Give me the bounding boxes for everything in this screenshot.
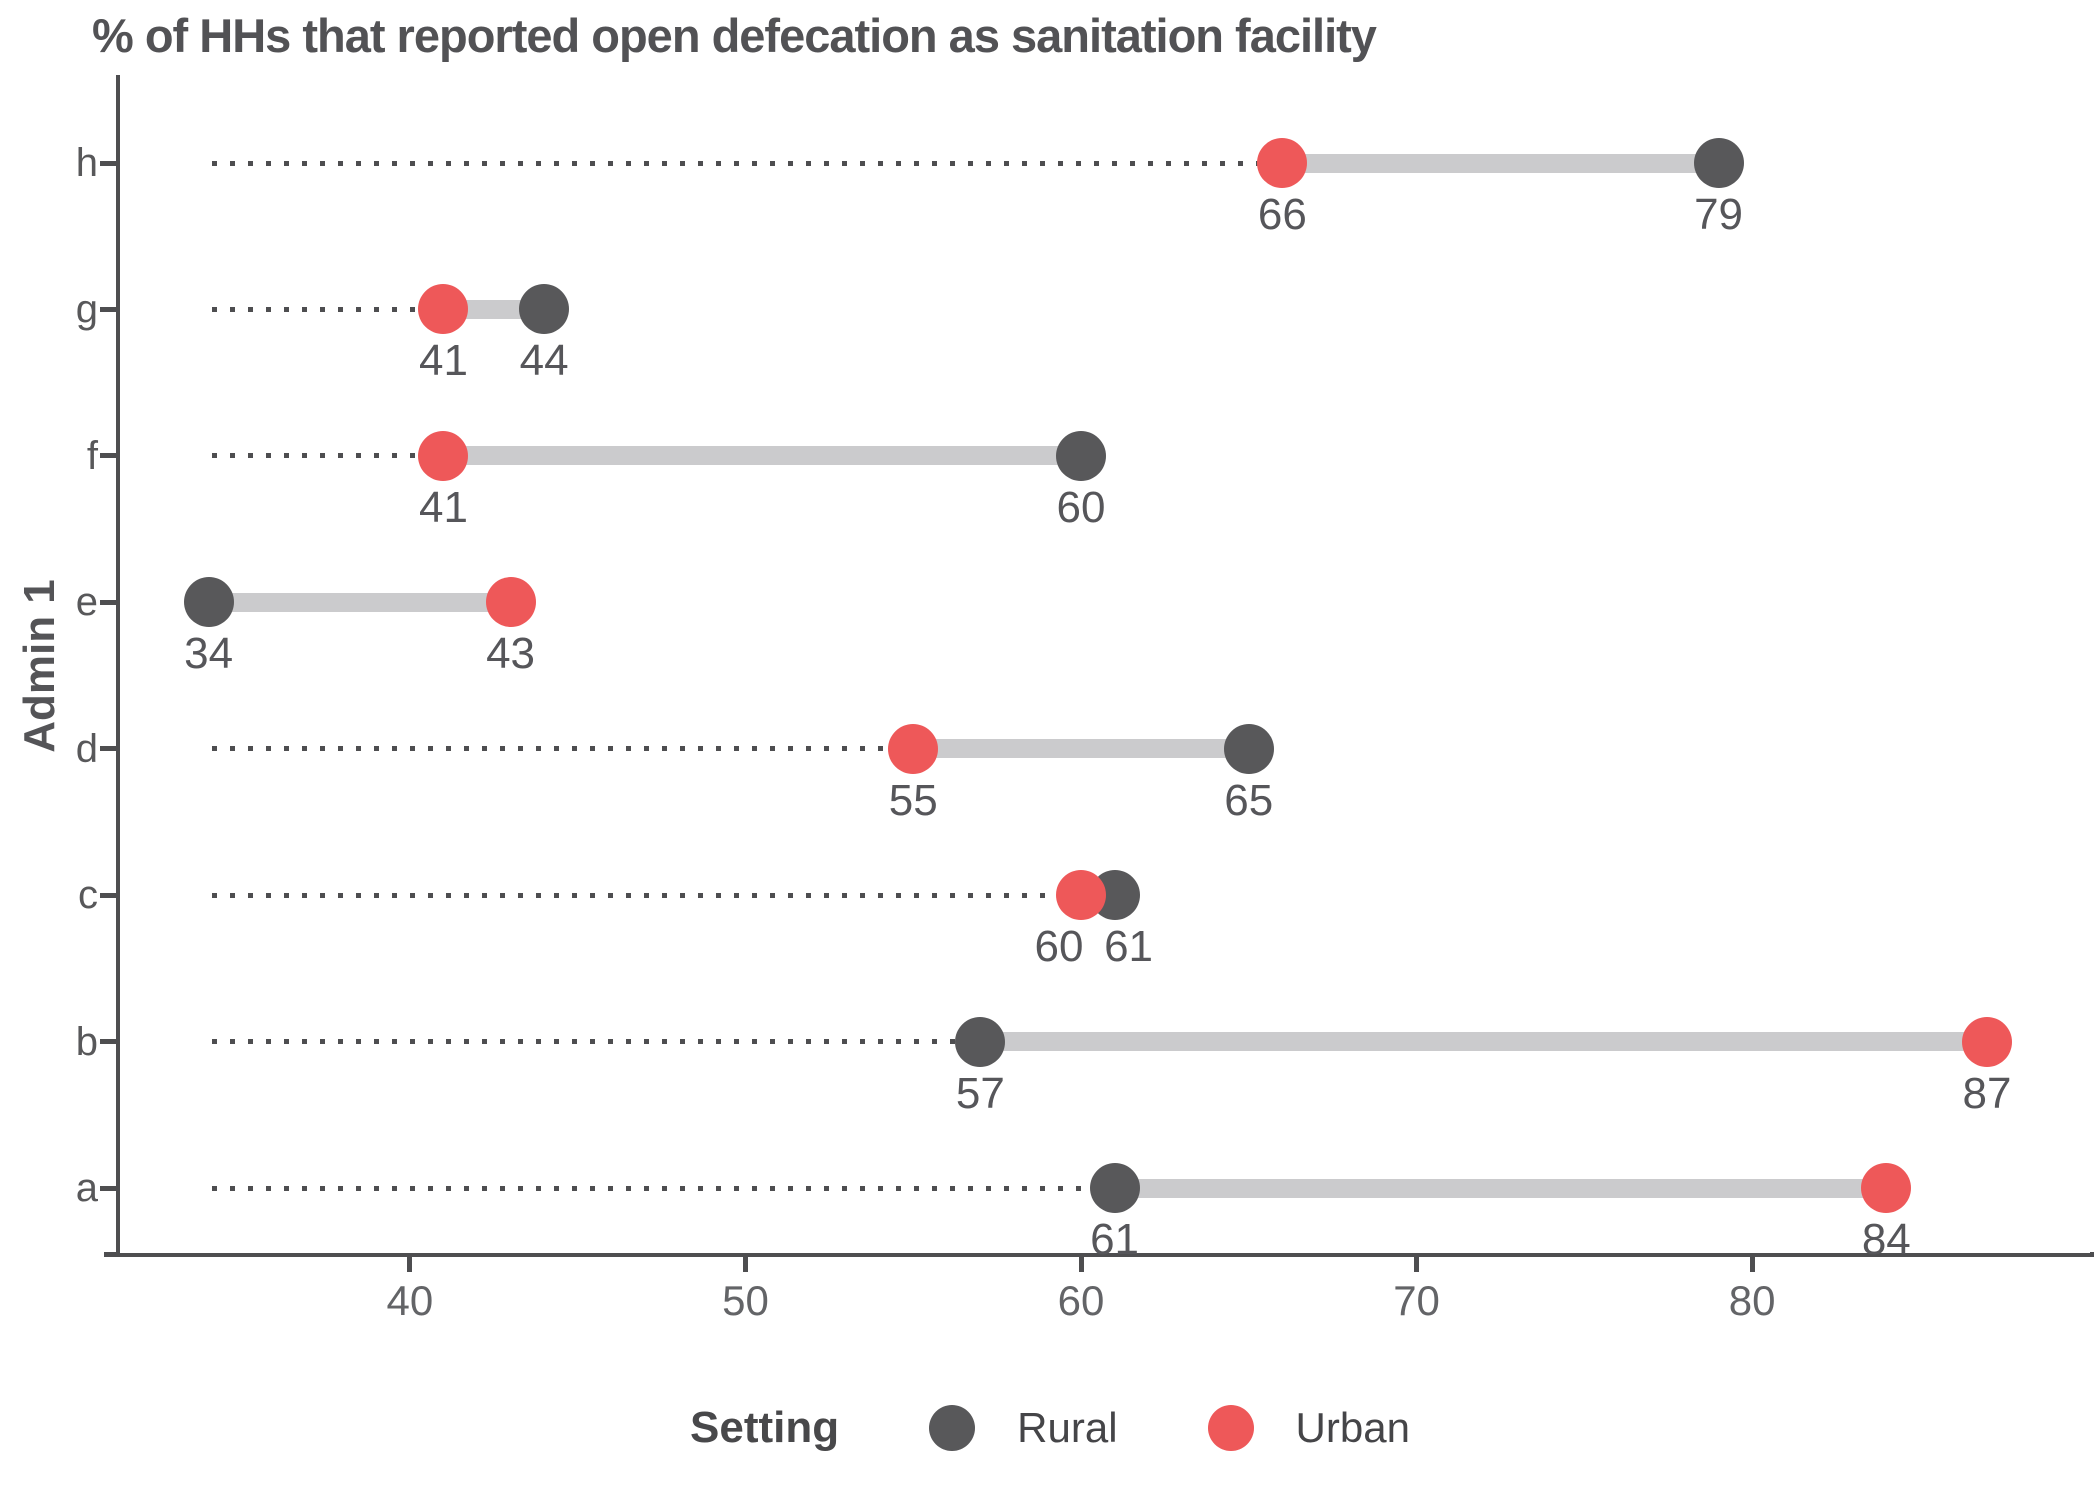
y-tick-b	[100, 1039, 118, 1045]
x-tick-50	[742, 1257, 748, 1272]
leader-line-f	[211, 453, 444, 459]
y-tick-label-h: h	[75, 141, 98, 185]
value-label-urban-a: 84	[1861, 1215, 1911, 1264]
y-tick-label-a: a	[75, 1166, 98, 1210]
x-tick-60	[1078, 1257, 1084, 1272]
x-tick-label-80: 80	[1728, 1277, 1776, 1324]
y-tick-f	[100, 453, 118, 459]
x-tick-label-40: 40	[386, 1277, 434, 1324]
urban-swatch-icon	[1207, 1405, 1254, 1451]
legend: Setting Rural Urban	[0, 1392, 2100, 1464]
x-axis-line	[104, 1252, 2094, 1257]
point-rural-g	[519, 284, 570, 335]
point-urban-f	[418, 430, 469, 481]
y-tick-label-f: f	[86, 433, 98, 478]
value-label-urban-e: 43	[486, 629, 536, 679]
connector-band-d	[913, 739, 1249, 759]
point-rural-e	[183, 577, 234, 628]
point-rural-d	[1223, 723, 1274, 774]
x-tick-label-50: 50	[722, 1277, 769, 1324]
point-urban-h	[1257, 138, 1308, 188]
legend-title: Setting	[690, 1403, 840, 1452]
value-label-rural-a: 61	[1090, 1215, 1140, 1264]
y-tick-d	[100, 746, 118, 752]
leader-line-a	[211, 1185, 1115, 1191]
value-label-rural-f: 60	[1056, 482, 1106, 532]
value-label-urban-h: 66	[1257, 190, 1307, 239]
y-tick-e	[100, 599, 118, 605]
connector-band-f	[443, 446, 1081, 466]
y-tick-label-c: c	[78, 873, 98, 918]
connector-band-g	[443, 299, 545, 319]
y-tick-label-b: b	[75, 1019, 98, 1064]
y-tick-c	[100, 892, 118, 898]
legend-item-rural: Rural	[929, 1404, 1118, 1452]
value-label-urban-f: 41	[418, 482, 468, 532]
x-tick-label-60: 60	[1057, 1277, 1105, 1324]
value-label-rural-g: 44	[519, 336, 569, 386]
legend-item-urban: Urban	[1207, 1404, 1410, 1452]
point-urban-d	[888, 723, 939, 774]
rural-swatch-icon	[929, 1405, 976, 1451]
y-axis-line	[116, 75, 120, 1257]
value-label-urban-c: 60	[1034, 922, 1084, 972]
y-tick-g	[100, 306, 118, 312]
y-tick-h	[100, 160, 118, 166]
y-tick-label-d: d	[75, 726, 98, 771]
value-label-rural-b: 57	[955, 1068, 1005, 1118]
leader-line-g	[211, 306, 444, 312]
legend-label-rural: Rural	[1017, 1404, 1118, 1451]
chart-title: % of HHs that reported open defecation a…	[92, 9, 1377, 62]
point-rural-b	[955, 1016, 1006, 1067]
leader-line-d	[211, 746, 914, 752]
leader-line-h	[211, 160, 1283, 166]
x-tick-label-70: 70	[1393, 1277, 1440, 1324]
point-urban-a	[1861, 1163, 1912, 1213]
value-label-rural-d: 65	[1224, 775, 1274, 825]
x-tick-70	[1414, 1257, 1420, 1272]
point-urban-g	[418, 284, 469, 335]
leader-line-c	[211, 892, 1081, 898]
point-rural-f	[1056, 430, 1106, 481]
value-label-urban-d: 55	[888, 775, 938, 825]
plot-panel: 79 66 44 41 60 41 34 43 65 55 61 60 57 87 61 84	[120, 75, 2090, 1264]
value-label-rural-e: 34	[184, 629, 234, 679]
point-rural-a	[1089, 1163, 1140, 1213]
point-urban-b	[1961, 1016, 2012, 1067]
y-tick-label-g: g	[75, 287, 98, 332]
value-label-urban-b: 87	[1962, 1068, 2012, 1118]
connector-band-e	[208, 592, 511, 612]
value-label-rural-h: 79	[1694, 190, 1744, 239]
point-urban-c	[1056, 870, 1106, 921]
point-urban-e	[485, 577, 536, 628]
point-rural-h	[1693, 138, 1744, 188]
value-label-rural-c: 61	[1104, 922, 1154, 972]
leader-line-b	[211, 1039, 981, 1045]
value-label-urban-g: 41	[418, 336, 468, 386]
legend-label-urban: Urban	[1295, 1404, 1410, 1451]
y-tick-a	[100, 1185, 118, 1191]
x-tick-40	[407, 1257, 413, 1272]
connector-band-h	[1282, 153, 1719, 173]
connector-band-b	[980, 1032, 1987, 1052]
y-tick-label-e: e	[75, 580, 98, 625]
connector-band-a	[1114, 1178, 1887, 1198]
x-tick-80	[1749, 1257, 1755, 1272]
